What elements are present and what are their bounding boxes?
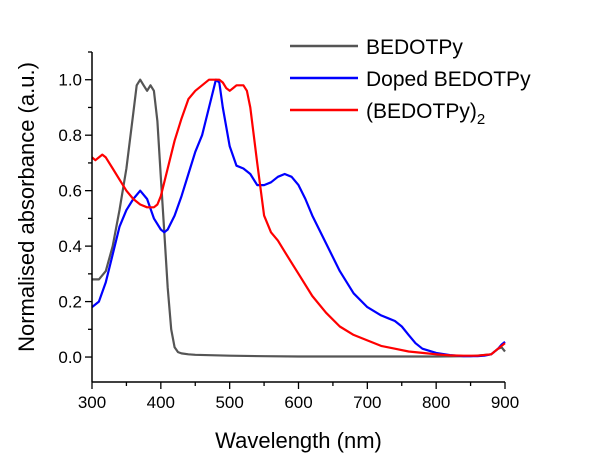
x-tick-label: 700 (353, 393, 381, 412)
legend-label: BEDOTPy (366, 36, 463, 59)
y-tick-label: 0.4 (58, 237, 82, 256)
plot-lines (91, 78, 506, 358)
series-line-1 (91, 78, 506, 358)
x-tick-label: 600 (284, 393, 312, 412)
y-tick-label: 0.8 (58, 126, 82, 145)
x-ticks: 300 400 500 600 700 800 900 (78, 382, 519, 412)
y-tick-label: 0.0 (58, 348, 82, 367)
y-tick-label: 0.6 (58, 182, 82, 201)
series-line-2 (91, 78, 506, 357)
x-tick-label: 800 (422, 393, 450, 412)
legend-label-subscript: 2 (477, 111, 485, 128)
y-ticks: 0.0 0.2 0.4 0.6 0.8 1.0 (58, 51, 92, 367)
legend: BEDOTPy Doped BEDOTPy (BEDOTPy)2 (290, 36, 531, 128)
y-tick-label: 0.2 (58, 293, 82, 312)
x-tick-label: 400 (147, 393, 175, 412)
y-axis-title: Normalised absorbance (a.u.) (14, 62, 39, 352)
legend-label: Doped BEDOTPy (366, 68, 531, 91)
series-line-0 (92, 78, 506, 358)
legend-label: (BEDOTPy)2 (366, 100, 485, 128)
x-tick-label: 500 (215, 393, 243, 412)
x-tick-label: 300 (78, 393, 106, 412)
x-tick-label: 900 (491, 393, 519, 412)
x-axis-title: Wavelength (nm) (215, 428, 382, 453)
y-tick-label: 1.0 (58, 71, 82, 90)
